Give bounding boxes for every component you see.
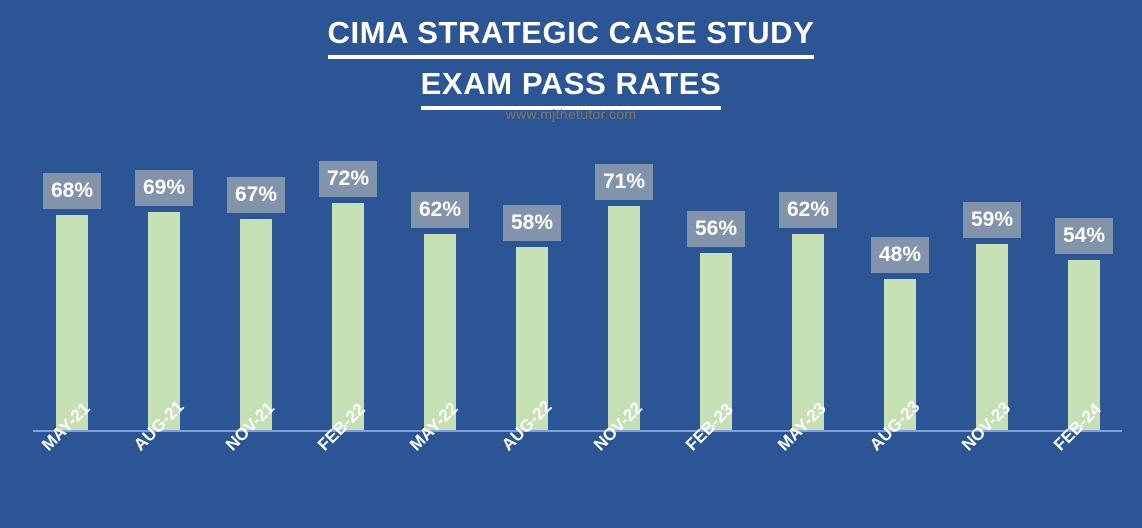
- chart-title-line-2-text: EXAM PASS RATES: [420, 65, 722, 110]
- bar-value-label: 72%: [319, 160, 377, 197]
- bar-value-label: 67%: [227, 176, 285, 213]
- bar-group: 59% NOV-23: [946, 0, 1038, 528]
- bar-value-label: 68%: [43, 173, 101, 210]
- chart-title-line-2: EXAM PASS RATES: [0, 65, 1142, 110]
- bar-group: 68% MAY-21: [26, 0, 118, 528]
- bar[interactable]: [976, 243, 1008, 430]
- bar-value-label: 69%: [135, 170, 193, 207]
- bar[interactable]: [56, 215, 88, 430]
- bar[interactable]: [608, 206, 640, 430]
- x-axis-line: [33, 430, 1122, 432]
- bar[interactable]: [1068, 259, 1100, 430]
- bar-value-label: 54%: [1055, 217, 1113, 254]
- bar-value-label: 48%: [871, 236, 929, 273]
- bar[interactable]: [700, 253, 732, 430]
- chart-title-line-1: CIMA STRATEGIC CASE STUDY: [0, 14, 1142, 59]
- bar-value-label: 62%: [779, 192, 837, 229]
- bar[interactable]: [792, 234, 824, 430]
- bar-group: 72% FEB-22: [302, 0, 394, 528]
- bar-value-label: 58%: [503, 205, 561, 241]
- bar[interactable]: [516, 247, 548, 430]
- bar-group: 71% NOV-22: [578, 0, 670, 528]
- bar-value-label: 59%: [963, 201, 1021, 238]
- bar-value-label: 56%: [687, 211, 745, 248]
- watermark-url: www.mjthetutor.com: [505, 106, 637, 122]
- bar[interactable]: [148, 212, 180, 430]
- bar[interactable]: [884, 278, 916, 430]
- bar[interactable]: [240, 218, 272, 430]
- bar-group: 54% FEB-24: [1038, 0, 1130, 528]
- bar-value-label: 71%: [595, 163, 653, 200]
- bar-group: 69% AUG-21: [118, 0, 210, 528]
- bar-value-label: 62%: [411, 192, 469, 229]
- bar[interactable]: [332, 202, 364, 430]
- bar-group: 62% MAY-23: [762, 0, 854, 528]
- bar-group: 58% AUG-22: [486, 0, 578, 528]
- bar-group: 48% AUG-23: [854, 0, 946, 528]
- bar-group: 62% MAY-22: [394, 0, 486, 528]
- chart-title: CIMA STRATEGIC CASE STUDY EXAM PASS RATE…: [0, 14, 1142, 116]
- chart-title-line-1-text: CIMA STRATEGIC CASE STUDY: [327, 14, 815, 59]
- bar-group: 67% NOV-21: [210, 0, 302, 528]
- bar[interactable]: [424, 234, 456, 430]
- bar-group: 56% FEB-23: [670, 0, 762, 528]
